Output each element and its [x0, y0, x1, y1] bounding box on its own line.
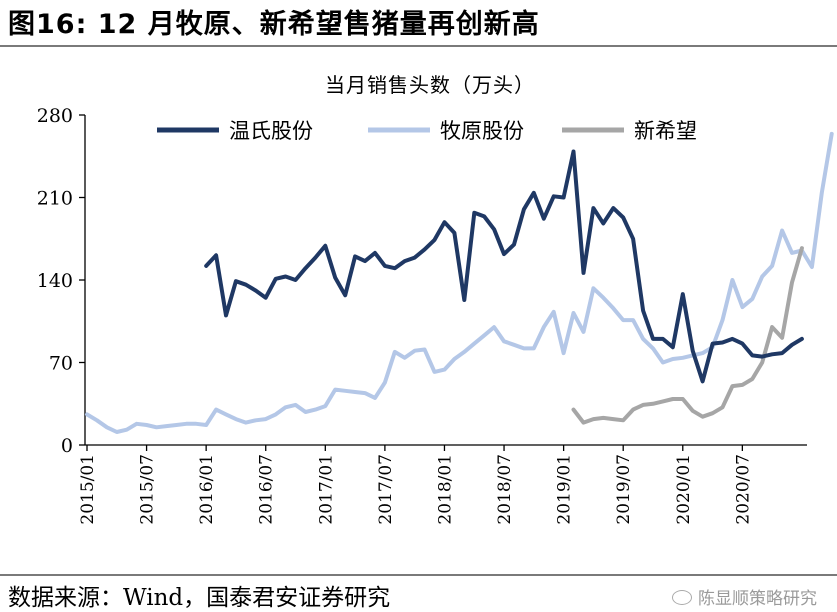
watermark-text: 陈显顺策略研究	[698, 589, 817, 609]
x-tick-label: 2015/07	[138, 454, 158, 525]
x-tick-label: 2020/01	[674, 454, 694, 525]
y-tick-label: 280	[37, 105, 73, 127]
legend-label: 牧原股份	[440, 119, 524, 143]
title-divider	[0, 45, 837, 47]
x-tick-label: 2018/07	[495, 454, 515, 525]
source-divider	[0, 574, 837, 576]
x-tick-label: 2018/01	[435, 454, 455, 525]
source-note: 数据来源：Wind，国泰君安证券研究	[8, 585, 391, 611]
x-tick-label: 2020/07	[733, 454, 753, 525]
y-tick-label: 0	[61, 435, 73, 457]
series-line-wens	[204, 149, 804, 384]
line-chart: 当月销售头数（万头） 温氏股份 牧原股份 新希望 0 70 140 210 280 2015/…	[37, 73, 834, 525]
watermark: 陈显顺策略研究	[672, 584, 817, 609]
chart-legend: 温氏股份 牧原股份 新希望	[157, 119, 697, 143]
legend-label: 温氏股份	[229, 119, 313, 143]
y-tick-label: 140	[37, 270, 73, 292]
x-tick-label: 2017/07	[376, 454, 396, 525]
figure-title: 图16: 12 月牧原、新希望售猪量再创新高	[8, 9, 540, 40]
x-tick-label: 2017/01	[316, 454, 336, 525]
y-tick-label: 210	[37, 188, 73, 210]
x-tick-label: 2016/01	[197, 454, 217, 525]
chart-title: 当月销售头数（万头）	[325, 73, 535, 97]
series-line-muyuan	[85, 131, 834, 434]
chart-series	[85, 131, 834, 434]
x-tick-label: 2019/01	[555, 454, 575, 525]
wechat-icon	[672, 590, 692, 605]
x-tick-label: 2019/07	[614, 454, 634, 525]
legend-label: 新希望	[634, 119, 697, 143]
x-tick-label: 2016/07	[257, 454, 277, 525]
x-tick-label: 2015/01	[78, 454, 98, 525]
y-tick-label: 70	[49, 353, 73, 375]
series-line-newhope	[571, 246, 804, 425]
chart-axes: 0 70 140 210 280 2015/01 2015/07 2016/01 2016/07…	[37, 105, 807, 525]
